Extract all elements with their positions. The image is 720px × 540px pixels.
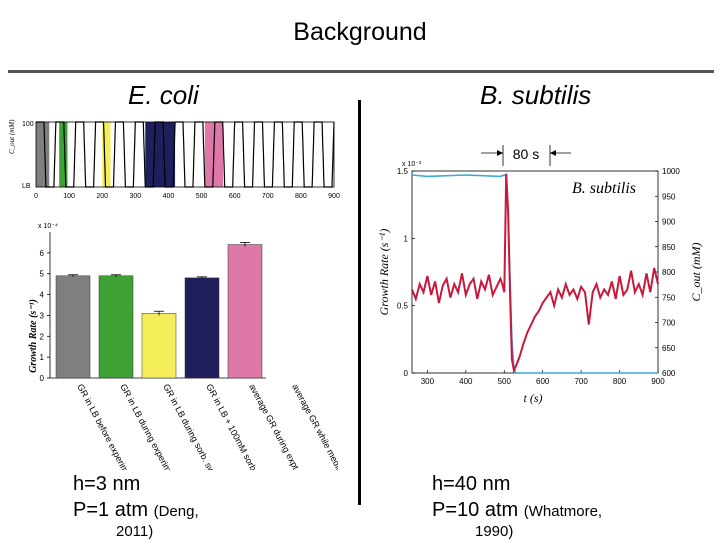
concentration-xtick: 0 [34,193,38,200]
bs-y2tick-label: 800 [662,268,676,277]
concentration-xtick: 600 [229,193,241,200]
bs-y2tick-label: 1000 [662,167,680,176]
left-caption-line2: P=1 atm (Deng, [73,498,199,524]
right-caption-year: 1990) [475,523,514,540]
bar-0 [55,275,91,379]
bar-3 [184,277,220,379]
bar-exponent-label: x 10⁻⁴ [38,223,58,230]
left-caption-ref: (Deng, [153,503,199,520]
concentration-xtick: 200 [96,193,108,200]
concentration-xtick: 900 [328,193,340,200]
bsubtilis-chart: x 10⁻³ 80 s 300 400 500 600 700 800 900 0 0.5 1 1.… [377,145,703,405]
bs-ylabel: Growth Rate (s⁻¹) [377,229,391,316]
bs-y2tick-label: 700 [662,319,676,328]
bar-ytick-label: 0 [40,374,45,383]
right-caption-line1: h=40 nm [432,473,511,495]
concentration-xtick: 100 [63,193,75,200]
interval-arrowhead-right [550,150,556,156]
bs-y2label: C_out (mM) [689,243,703,302]
bar-y-ticks: 0 1 2 3 4 5 6 [40,249,50,383]
bs-xtick-label: 700 [574,377,588,386]
bs-y2tick-label: 850 [662,243,676,252]
concentration-ytick-lb: LB [22,183,31,190]
concentration-ylabel: C_out (mM) [8,119,16,154]
bar-ytick-label: 4 [40,291,45,300]
bs-xtick-label: 900 [651,377,665,386]
right-caption-ref: (Whatmore, [523,503,603,520]
bs-axes-frame [411,170,659,374]
ecoli-concentration-chart: 0 100 200 300 400 500 600 700 800 900 C_out (mM) … [8,119,340,200]
bs-chart-title: B. subtilis [572,180,636,197]
column-divider [358,100,361,505]
bs-y2tick-label: 900 [662,218,676,227]
slide-title: Background [293,18,427,46]
bs-y2tick-label: 650 [662,344,676,353]
right-heading: B. subtilis [480,80,592,110]
interval-label: 80 s [513,146,539,162]
left-heading: E. coli [128,80,199,110]
interval-arrowhead-left [497,150,503,156]
concentration-band-0 [36,122,50,187]
bs-ytick-label: 0.5 [397,302,409,311]
concentration-band-2 [102,122,111,187]
bs-xtick-label: 300 [421,377,435,386]
bar-2 [141,313,177,379]
right-caption-pressure: P=10 atm [432,499,519,521]
bar-ytick-label: 3 [40,311,45,320]
right-caption-line2: P=10 atm (Whatmore, [432,498,602,524]
concentration-ytick-100: 100 [22,121,34,128]
bs-ytick-label: 0 [404,369,409,378]
bs-y2tick-label: 750 [662,293,676,302]
bs-xlabel: t (s) [524,391,543,405]
bar-ytick-label: 1 [40,353,45,362]
bars-group [55,242,263,379]
bs-y2tick-label: 950 [662,192,676,201]
concentration-xtick: 800 [295,193,307,200]
concentration-xtick: 400 [163,193,175,200]
bs-y2tick-label: 600 [662,369,676,378]
bs-xtick-label: 400 [459,377,473,386]
concentration-x-ticks: 0 100 200 300 400 500 600 700 800 900 [34,193,340,200]
bs-growth-line [411,173,659,374]
bs-ytick-label: 1.5 [397,167,409,176]
bar-4 [227,244,263,379]
bs-exponent-label: x 10⁻³ [402,161,422,168]
title-underline [8,70,714,73]
concentration-xtick: 300 [129,193,141,200]
bar-ytick-label: 5 [40,270,45,279]
left-caption-year: 2011) [116,523,154,540]
bs-cout-line [411,174,658,374]
bs-ytick-label: 1 [404,234,409,243]
bar-1 [98,275,134,379]
concentration-xtick: 700 [262,193,274,200]
bar-ytick-label: 2 [40,332,45,341]
bs-ticks: 300 400 500 600 700 800 900 0 0.5 1 1.5 600 650 700 75… [397,167,680,386]
bs-xtick-label: 800 [613,377,627,386]
concentration-square-wave [36,121,335,188]
left-caption-line1: h=3 nm [73,473,141,495]
bs-xtick-label: 500 [498,377,512,386]
concentration-xtick: 500 [196,193,208,200]
bar-ytick-label: 6 [40,249,45,258]
concentration-band-3 [145,122,176,187]
bs-xtick-label: 600 [536,377,550,386]
left-caption-pressure: P=1 atm [73,499,149,521]
bar-ylabel: Growth Rate (s⁻¹) [28,299,39,373]
concentration-band-1 [59,122,68,187]
